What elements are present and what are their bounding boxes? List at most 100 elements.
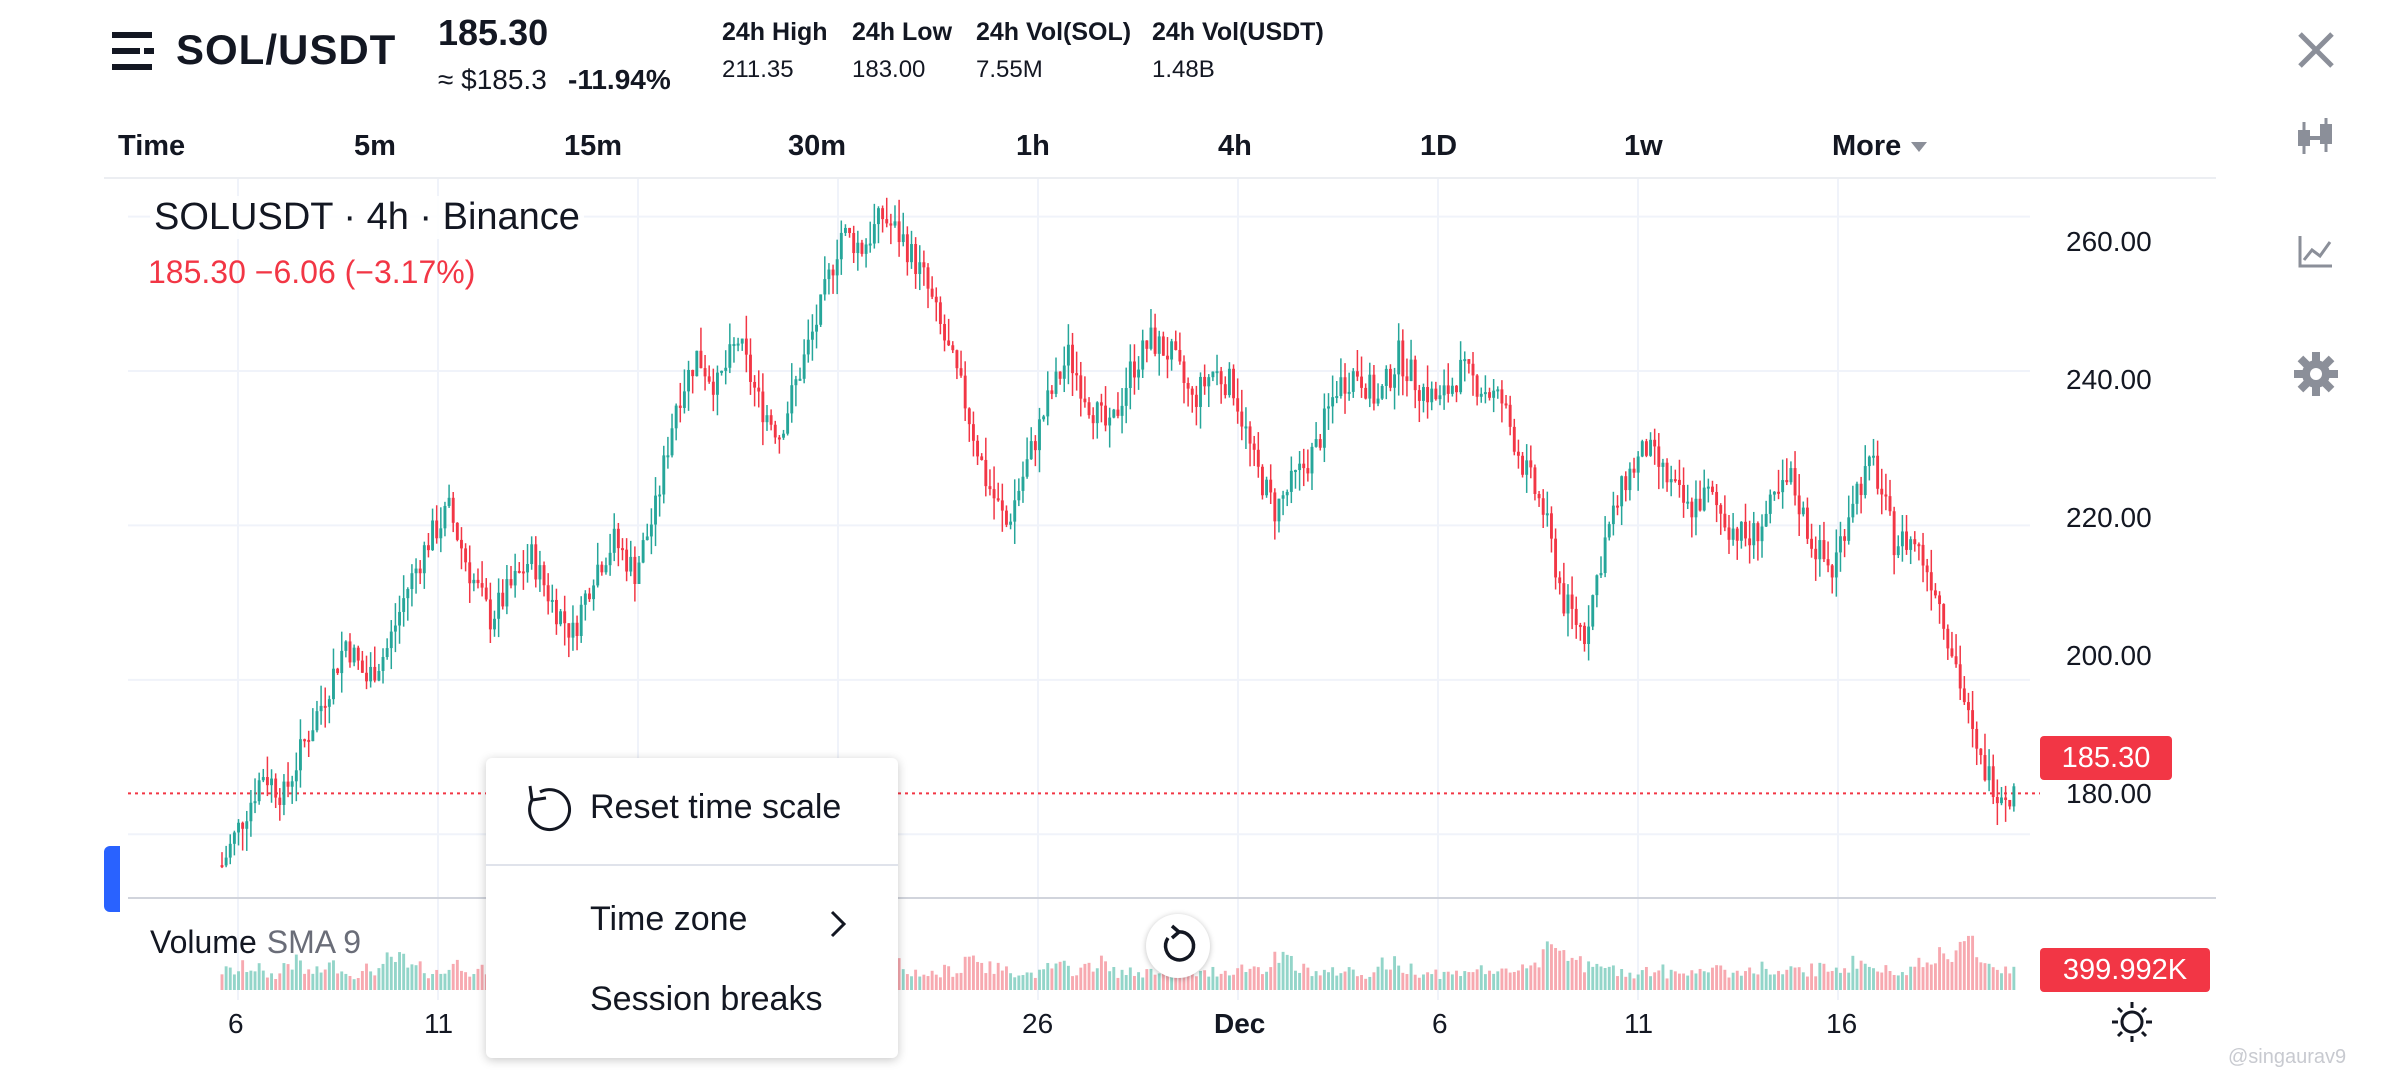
candle-body: [332, 668, 335, 700]
candle-body: [1644, 441, 1648, 456]
left-drag-handle[interactable]: [104, 846, 120, 912]
candle-body: [1310, 446, 1314, 474]
candle-body: [406, 589, 410, 599]
menu-divider: [486, 864, 898, 866]
menu-item-reset-time-scale[interactable]: Reset time scale: [590, 788, 842, 826]
candle-body: [360, 660, 364, 673]
volume-bar: [1133, 975, 1136, 990]
close-icon[interactable]: [2290, 24, 2342, 76]
volume-bar: [439, 973, 443, 990]
candle-body: [1583, 625, 1586, 645]
tab-more[interactable]: More: [1832, 130, 1928, 163]
candle-body: [1306, 468, 1310, 474]
reset-chart-button[interactable]: [1146, 914, 1210, 978]
candle-body: [1818, 540, 1822, 560]
volume-bar: [1698, 968, 1702, 990]
candle-body: [2008, 799, 2012, 807]
volume-bar: [1587, 961, 1591, 990]
candle-body: [480, 583, 484, 588]
volume-bar: [1657, 970, 1661, 990]
candles-icon[interactable]: [2290, 112, 2342, 164]
chart-settings-icon[interactable]: [2110, 1000, 2154, 1044]
volume-bar: [1967, 935, 1970, 990]
volume-bar: [1752, 973, 1756, 990]
volume-bar: [1058, 961, 1062, 990]
candle-body: [1364, 387, 1368, 399]
volume-bar: [385, 952, 389, 990]
candle-body: [1281, 495, 1285, 499]
pair-title[interactable]: SOL/USDT: [176, 26, 397, 73]
candle-body: [1434, 388, 1438, 400]
candle-body: [1793, 468, 1797, 496]
volume-bar: [1814, 976, 1818, 990]
tab-1w[interactable]: 1w: [1624, 130, 1663, 162]
candle-body: [2012, 786, 2016, 807]
candle-body: [740, 338, 744, 344]
candle-body: [1232, 368, 1235, 399]
tab-15m[interactable]: 15m: [564, 130, 623, 162]
tab-30m[interactable]: 30m: [788, 130, 847, 162]
volume-bar: [1388, 969, 1392, 990]
gear-icon[interactable]: [2290, 348, 2342, 400]
candle-body: [1979, 748, 1983, 756]
volume-bar: [1186, 963, 1190, 990]
volume-bar: [1677, 973, 1681, 990]
volume-bar: [1607, 966, 1611, 990]
candle-body: [1537, 493, 1541, 499]
candle-body: [344, 641, 348, 651]
candle-body: [241, 822, 245, 829]
volume-bar: [1624, 976, 1628, 990]
candle-body: [369, 666, 373, 682]
volume-bar: [1376, 966, 1380, 990]
candle-body: [1042, 416, 1046, 420]
candle-body: [1430, 388, 1434, 403]
candle-body: [1892, 511, 1896, 556]
volume-bar: [1327, 972, 1330, 990]
volume-bar: [1636, 974, 1640, 990]
tab-time[interactable]: Time: [118, 130, 186, 162]
candle-body: [1388, 368, 1392, 388]
volume-bar: [307, 969, 311, 990]
candle-body: [1781, 480, 1785, 493]
candle-body: [835, 259, 839, 276]
tab-1d[interactable]: 1D: [1420, 130, 1458, 162]
menu-lines-icon[interactable]: [112, 30, 158, 72]
volume-bar: [1075, 975, 1079, 990]
menu-item-time-zone[interactable]: Time zone: [590, 900, 748, 938]
chevron-right-icon: [830, 910, 847, 938]
volume-bar: [356, 978, 360, 990]
line-chart-icon[interactable]: [2290, 226, 2342, 278]
volume-bar: [369, 971, 373, 990]
volume-bar: [1558, 950, 1562, 990]
candle-body: [1442, 385, 1446, 396]
candle-body: [472, 579, 476, 584]
candle-body: [1244, 426, 1248, 429]
volume-bar: [373, 975, 377, 990]
candle-body: [773, 424, 777, 438]
candle-body: [749, 354, 752, 382]
tab-more-label: More: [1832, 130, 1902, 162]
tab-5m[interactable]: 5m: [354, 130, 396, 162]
volume-bar: [943, 964, 946, 990]
candle-body: [299, 739, 302, 771]
candle-body: [1413, 359, 1417, 391]
candle-body: [1384, 368, 1388, 386]
volume-bar: [1302, 963, 1306, 990]
stat-label-24h-vol-sol: 24h Vol(SOL): [976, 18, 1132, 46]
candle-body: [1199, 376, 1202, 407]
candle-body: [228, 843, 232, 858]
candle-body: [1000, 500, 1004, 511]
volume-bar: [988, 961, 992, 990]
menu-item-session-breaks[interactable]: Session breaks: [590, 980, 823, 1018]
candle-body: [323, 705, 327, 708]
candle-body: [1595, 575, 1599, 596]
volume-bar: [1343, 971, 1347, 990]
candle-body: [509, 579, 513, 586]
candle-body: [1038, 419, 1041, 451]
tab-1h[interactable]: 1h: [1016, 130, 1050, 162]
tab-4h[interactable]: 4h: [1218, 130, 1252, 162]
candle-body: [1124, 387, 1128, 406]
stat-value-24h-high: 211.35: [722, 56, 794, 83]
candle-body: [443, 505, 447, 529]
